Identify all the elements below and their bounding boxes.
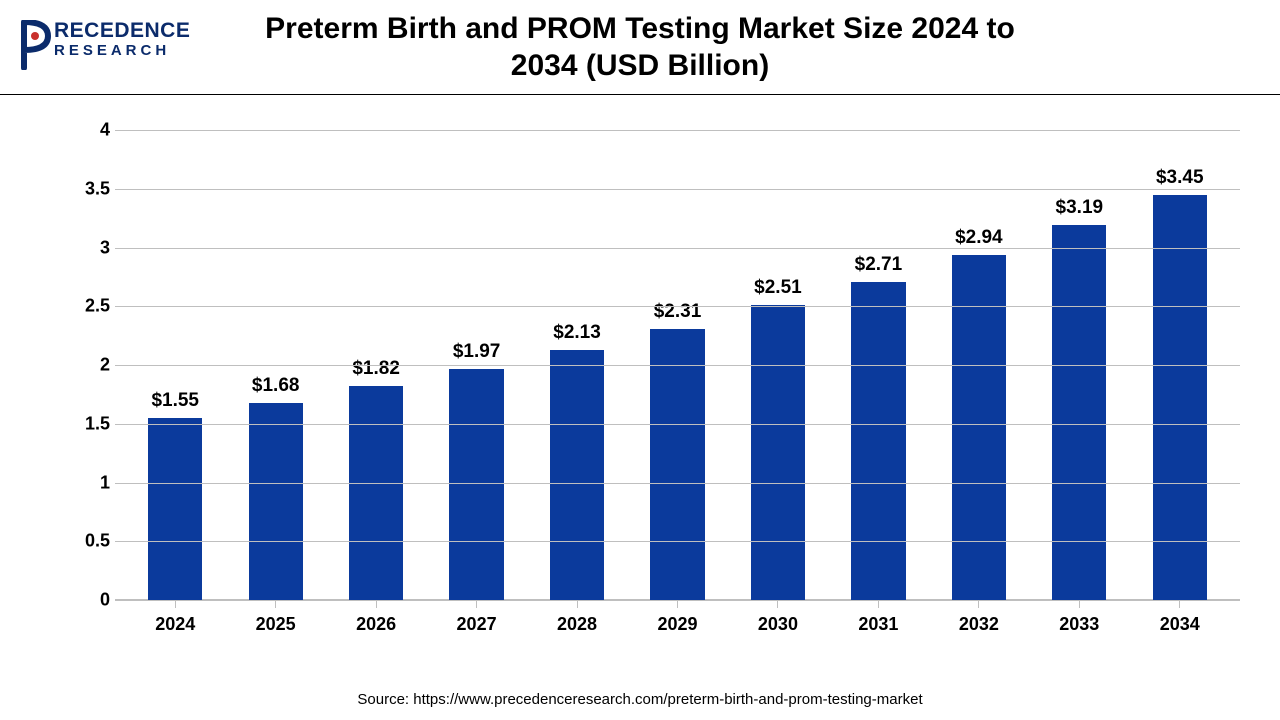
y-tick-label: 3.5 bbox=[70, 178, 110, 199]
bar bbox=[751, 305, 805, 600]
grid-line bbox=[115, 130, 1240, 131]
x-tick-label: 2032 bbox=[959, 614, 999, 635]
grid-line bbox=[115, 306, 1240, 307]
x-tick-label: 2029 bbox=[657, 614, 697, 635]
data-label: $2.51 bbox=[754, 277, 802, 299]
data-label: $3.19 bbox=[1056, 197, 1104, 219]
data-label: $2.31 bbox=[654, 301, 702, 323]
source-text: Source: https://www.precedenceresearch.c… bbox=[0, 691, 1280, 708]
x-tick-label: 2027 bbox=[457, 614, 497, 635]
data-label: $2.71 bbox=[855, 254, 903, 276]
grid-line bbox=[115, 424, 1240, 425]
chart-title: Preterm Birth and PROM Testing Market Si… bbox=[0, 10, 1280, 85]
x-tick-mark bbox=[577, 600, 578, 608]
plot-area: $1.552024$1.682025$1.822026$1.972027$2.1… bbox=[115, 130, 1240, 600]
y-tick-label: 0.5 bbox=[70, 531, 110, 552]
y-tick-label: 1.5 bbox=[70, 413, 110, 434]
x-tick-label: 2030 bbox=[758, 614, 798, 635]
grid-line bbox=[115, 541, 1240, 542]
data-label: $1.82 bbox=[352, 358, 400, 380]
bar bbox=[1052, 225, 1106, 600]
x-tick-mark bbox=[978, 600, 979, 608]
bar bbox=[249, 403, 303, 600]
y-tick-label: 2.5 bbox=[70, 296, 110, 317]
data-label: $1.68 bbox=[252, 375, 300, 397]
x-tick-label: 2028 bbox=[557, 614, 597, 635]
bar bbox=[1153, 195, 1207, 600]
y-tick-label: 4 bbox=[70, 120, 110, 141]
x-tick-mark bbox=[1179, 600, 1180, 608]
data-label: $1.55 bbox=[151, 390, 199, 412]
y-tick-label: 3 bbox=[70, 237, 110, 258]
x-tick-mark bbox=[476, 600, 477, 608]
data-label: $3.45 bbox=[1156, 167, 1204, 189]
bar bbox=[851, 282, 905, 600]
bar bbox=[650, 329, 704, 600]
x-tick-mark bbox=[777, 600, 778, 608]
x-tick-label: 2025 bbox=[256, 614, 296, 635]
x-tick-mark bbox=[175, 600, 176, 608]
x-tick-mark bbox=[275, 600, 276, 608]
data-label: $1.97 bbox=[453, 341, 501, 363]
x-tick-label: 2024 bbox=[155, 614, 195, 635]
y-tick-label: 1 bbox=[70, 472, 110, 493]
x-tick-label: 2034 bbox=[1160, 614, 1200, 635]
logo-main: RECEDENCE bbox=[54, 20, 190, 41]
chart-area: $1.55 2024 $1.68 2025 $1.82 2026 $1.97 2027 $2.1… bbox=[60, 120, 1250, 660]
x-tick-label: 2031 bbox=[858, 614, 898, 635]
logo-text: RECEDENCE RESEARCH bbox=[54, 20, 190, 58]
data-label: $2.94 bbox=[955, 227, 1003, 249]
x-tick-mark bbox=[878, 600, 879, 608]
x-tick-mark bbox=[376, 600, 377, 608]
x-tick-label: 2033 bbox=[1059, 614, 1099, 635]
grid-line bbox=[115, 365, 1240, 366]
x-tick-mark bbox=[677, 600, 678, 608]
x-tick-label: 2026 bbox=[356, 614, 396, 635]
x-tick-mark bbox=[1079, 600, 1080, 608]
y-tick-label: 2 bbox=[70, 355, 110, 376]
bar bbox=[349, 386, 403, 600]
logo-p-icon bbox=[18, 20, 52, 70]
bar bbox=[449, 369, 503, 600]
bar bbox=[550, 350, 604, 600]
grid-line bbox=[115, 189, 1240, 190]
header-bar: RECEDENCE RESEARCH Preterm Birth and PRO… bbox=[0, 0, 1280, 95]
data-label: $2.13 bbox=[553, 322, 601, 344]
grid-line bbox=[115, 483, 1240, 484]
logo-sub: RESEARCH bbox=[54, 43, 190, 58]
grid-line bbox=[115, 248, 1240, 249]
logo: RECEDENCE RESEARCH bbox=[18, 20, 190, 70]
bar bbox=[148, 418, 202, 600]
grid-line bbox=[115, 600, 1240, 601]
y-tick-label: 0 bbox=[70, 590, 110, 611]
